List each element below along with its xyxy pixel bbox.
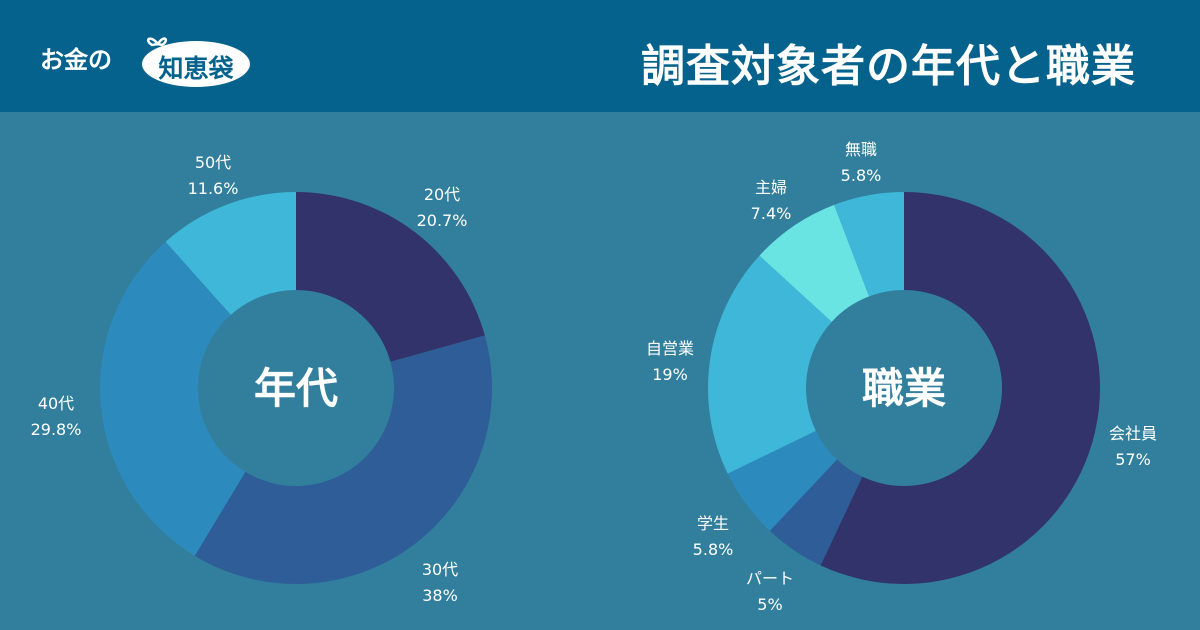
job-slice-value-2: 5.8% (693, 540, 734, 559)
job-center-label: 職業 (862, 364, 946, 413)
logo-bubble-icon (142, 37, 250, 87)
job-slice-2 (727, 430, 837, 531)
logo-accent-text: 知恵袋 (158, 54, 234, 83)
job-slice-4 (759, 204, 870, 322)
job-slice-0 (820, 192, 1100, 584)
job-slice-label-4: 主婦 (755, 178, 787, 197)
job-slice-value-0: 57% (1115, 450, 1151, 469)
job-slice-label-3: 自営業 (646, 339, 694, 358)
age-slice-value-1: 38% (422, 586, 458, 605)
age-slice-value-0: 20.7% (417, 211, 468, 230)
job-slice-5 (834, 192, 904, 297)
age-slice-1 (194, 335, 492, 584)
logo-bubble: 知恵袋 (128, 34, 264, 90)
job-slice-value-3: 19% (652, 365, 688, 384)
job-slice-label-0: 会社員 (1109, 424, 1157, 443)
age-slice-label-2: 40代 (38, 394, 74, 413)
job-slice-3 (707, 255, 832, 474)
header-bar: お金の 知恵袋 調査対象者の年代と職業 (0, 0, 1200, 112)
age-slice-0 (296, 192, 485, 362)
age-slice-label-1: 30代 (422, 560, 458, 579)
page-title: 調査対象者の年代と職業 (641, 41, 1136, 92)
job-slice-value-5: 5.8% (841, 166, 882, 185)
job-slice-label-1: パート (746, 569, 794, 588)
age-center-label: 年代 (254, 364, 338, 413)
job-slice-label-5: 無職 (845, 140, 877, 159)
job-slice-1 (769, 459, 863, 566)
age-slice-3 (165, 192, 296, 315)
job-slice-label-2: 学生 (697, 514, 729, 533)
job-slice-value-1: 5% (757, 595, 782, 614)
age-slice-2 (100, 241, 246, 556)
age-slice-value-3: 11.6% (188, 179, 239, 198)
age-slice-value-2: 29.8% (31, 420, 82, 439)
age-slice-label-0: 20代 (424, 185, 460, 204)
logo-prefix-text: お金の (40, 46, 112, 74)
job-slice-value-4: 7.4% (751, 204, 792, 223)
age-slice-label-3: 50代 (195, 153, 231, 172)
